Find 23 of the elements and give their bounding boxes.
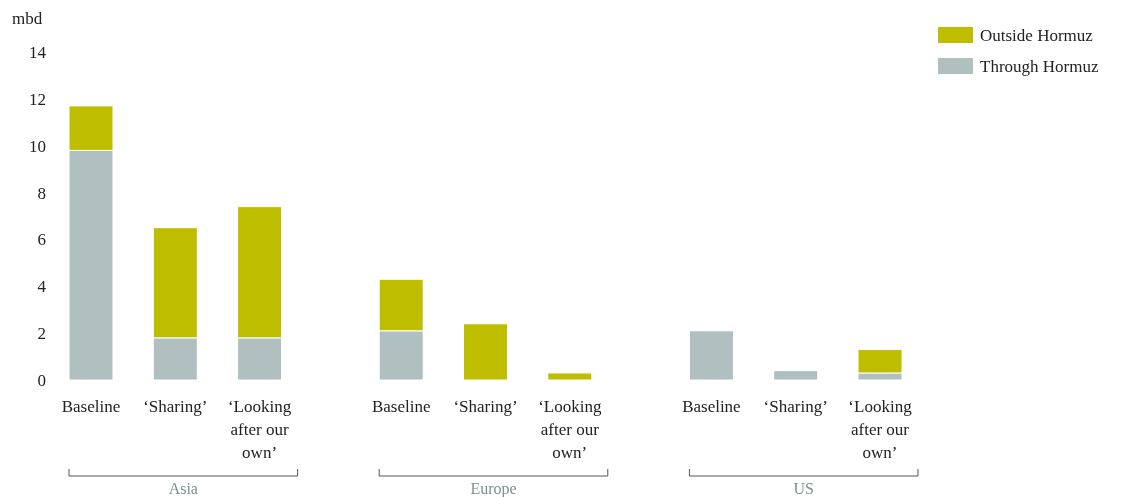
y-tick-label: 6 xyxy=(37,230,46,250)
y-tick-label: 4 xyxy=(37,277,47,297)
y-tick-label: 12 xyxy=(29,89,46,109)
legend-label: Through Hormuz xyxy=(980,57,1099,76)
text: Asia xyxy=(168,480,198,497)
x-tick-label: ‘Looking after our own’ xyxy=(227,397,292,462)
y-tick-label: 10 xyxy=(29,136,46,156)
y-tick-label: 14 xyxy=(29,42,47,62)
text: Europe xyxy=(470,480,517,497)
x-tick-label: ‘Sharing’ xyxy=(763,397,828,416)
x-tick-label: Baseline xyxy=(371,397,431,416)
y-tick-label: 2 xyxy=(37,324,46,344)
y-tick-label: 0 xyxy=(37,370,46,390)
y-tick-label: 8 xyxy=(37,183,46,203)
x-tick-label: ‘Sharing’ xyxy=(453,397,518,416)
y-axis-title: mbd xyxy=(12,9,43,28)
text: US xyxy=(793,480,814,497)
x-tick-label: ‘Looking after our own’ xyxy=(538,397,602,462)
legend-label: Outside Hormuz xyxy=(980,26,1094,45)
x-tick-label: ‘Sharing’ xyxy=(143,397,208,416)
x-tick-label: Baseline xyxy=(61,397,121,416)
x-tick-label: ‘Looking after our own’ xyxy=(848,397,913,462)
x-tick-label: Baseline xyxy=(682,397,741,416)
